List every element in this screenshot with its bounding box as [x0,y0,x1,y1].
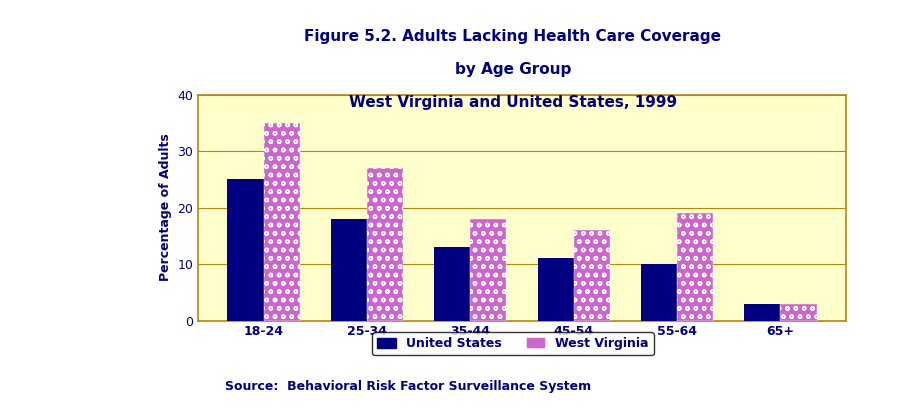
Bar [677,213,713,321]
Text: West Virginia and United States, 1999: West Virginia and United States, 1999 [349,95,677,109]
Bar [471,219,507,321]
Bar [264,123,300,321]
Bar [641,264,677,321]
Y-axis label: Percentage of Adults: Percentage of Adults [158,134,172,282]
Text: by Age Group: by Age Group [454,62,572,76]
Text: Source:  Behavioral Risk Factor Surveillance System: Source: Behavioral Risk Factor Surveilla… [225,381,591,393]
Text: Figure 5.2. Adults Lacking Health Care Coverage: Figure 5.2. Adults Lacking Health Care C… [304,29,722,44]
Bar [573,230,610,321]
Bar [537,259,573,321]
Bar [744,304,780,321]
Legend: United States, West Virginia: United States, West Virginia [372,332,654,356]
Bar [367,168,403,321]
Bar [780,304,816,321]
Bar [331,219,367,321]
Bar [228,179,264,321]
Bar [434,247,471,321]
